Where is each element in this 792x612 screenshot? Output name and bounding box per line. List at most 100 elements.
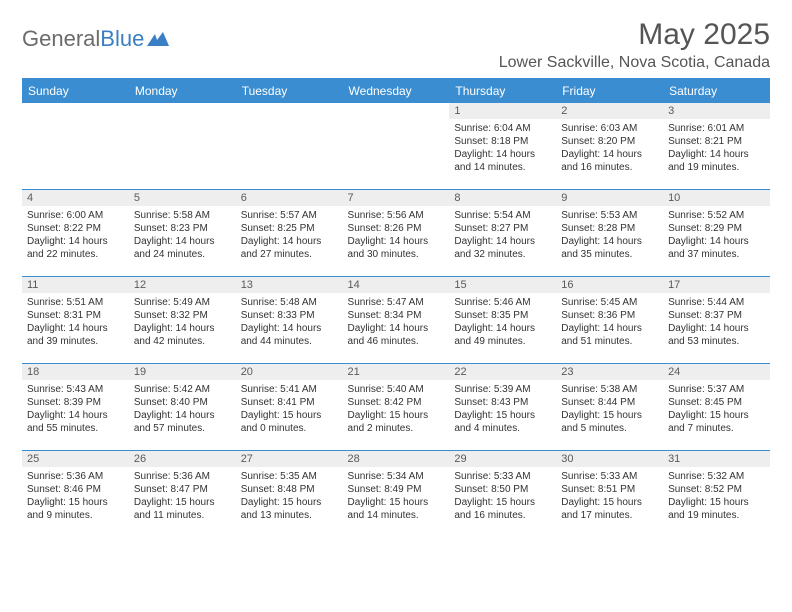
calendar-week-row: 18Sunrise: 5:43 AMSunset: 8:39 PMDayligh… [22, 364, 770, 451]
sunset-text: Sunset: 8:50 PM [454, 483, 551, 496]
sunrise-text: Sunrise: 5:33 AM [454, 470, 551, 483]
daylight-text: Daylight: 14 hours and 27 minutes. [241, 235, 338, 261]
day-details: Sunrise: 5:39 AMSunset: 8:43 PMDaylight:… [449, 380, 556, 437]
sunrise-text: Sunrise: 5:45 AM [561, 296, 658, 309]
sunrise-text: Sunrise: 5:36 AM [27, 470, 124, 483]
daylight-text: Daylight: 15 hours and 17 minutes. [561, 496, 658, 522]
daylight-text: Daylight: 14 hours and 42 minutes. [134, 322, 231, 348]
day-number: 30 [556, 451, 663, 467]
day-number: 8 [449, 190, 556, 206]
daylight-text: Daylight: 15 hours and 9 minutes. [27, 496, 124, 522]
daylight-text: Daylight: 15 hours and 7 minutes. [668, 409, 765, 435]
calendar-day-cell [343, 103, 450, 190]
day-number: 22 [449, 364, 556, 380]
sunset-text: Sunset: 8:28 PM [561, 222, 658, 235]
calendar-day-cell: 2Sunrise: 6:03 AMSunset: 8:20 PMDaylight… [556, 103, 663, 190]
day-details: Sunrise: 5:58 AMSunset: 8:23 PMDaylight:… [129, 206, 236, 263]
daylight-text: Daylight: 15 hours and 2 minutes. [348, 409, 445, 435]
calendar-day-cell: 14Sunrise: 5:47 AMSunset: 8:34 PMDayligh… [343, 277, 450, 364]
day-details: Sunrise: 5:33 AMSunset: 8:50 PMDaylight:… [449, 467, 556, 524]
sunrise-text: Sunrise: 5:32 AM [668, 470, 765, 483]
day-details: Sunrise: 5:44 AMSunset: 8:37 PMDaylight:… [663, 293, 770, 350]
calendar-day-cell: 17Sunrise: 5:44 AMSunset: 8:37 PMDayligh… [663, 277, 770, 364]
weekday-header: Sunday [22, 79, 129, 103]
sunset-text: Sunset: 8:27 PM [454, 222, 551, 235]
day-details: Sunrise: 5:57 AMSunset: 8:25 PMDaylight:… [236, 206, 343, 263]
sunset-text: Sunset: 8:44 PM [561, 396, 658, 409]
sunrise-text: Sunrise: 5:56 AM [348, 209, 445, 222]
weekday-header: Tuesday [236, 79, 343, 103]
day-number: 14 [343, 277, 450, 293]
sunset-text: Sunset: 8:41 PM [241, 396, 338, 409]
daylight-text: Daylight: 15 hours and 19 minutes. [668, 496, 765, 522]
weekday-header: Monday [129, 79, 236, 103]
day-details: Sunrise: 5:48 AMSunset: 8:33 PMDaylight:… [236, 293, 343, 350]
day-details: Sunrise: 6:01 AMSunset: 8:21 PMDaylight:… [663, 119, 770, 176]
calendar-day-cell: 19Sunrise: 5:42 AMSunset: 8:40 PMDayligh… [129, 364, 236, 451]
sunset-text: Sunset: 8:49 PM [348, 483, 445, 496]
daylight-text: Daylight: 14 hours and 16 minutes. [561, 148, 658, 174]
calendar-day-cell: 31Sunrise: 5:32 AMSunset: 8:52 PMDayligh… [663, 451, 770, 538]
sunrise-text: Sunrise: 5:49 AM [134, 296, 231, 309]
calendar-page: GeneralBlue May 2025 Lower Sackville, No… [0, 0, 792, 556]
day-details: Sunrise: 5:33 AMSunset: 8:51 PMDaylight:… [556, 467, 663, 524]
daylight-text: Daylight: 14 hours and 39 minutes. [27, 322, 124, 348]
day-number: 18 [22, 364, 129, 380]
calendar-day-cell: 6Sunrise: 5:57 AMSunset: 8:25 PMDaylight… [236, 190, 343, 277]
daylight-text: Daylight: 14 hours and 57 minutes. [134, 409, 231, 435]
weekday-header: Saturday [663, 79, 770, 103]
sunrise-text: Sunrise: 5:51 AM [27, 296, 124, 309]
day-details: Sunrise: 5:41 AMSunset: 8:41 PMDaylight:… [236, 380, 343, 437]
day-details: Sunrise: 5:47 AMSunset: 8:34 PMDaylight:… [343, 293, 450, 350]
calendar-day-cell: 21Sunrise: 5:40 AMSunset: 8:42 PMDayligh… [343, 364, 450, 451]
sunset-text: Sunset: 8:52 PM [668, 483, 765, 496]
day-number: 7 [343, 190, 450, 206]
sunset-text: Sunset: 8:32 PM [134, 309, 231, 322]
daylight-text: Daylight: 15 hours and 4 minutes. [454, 409, 551, 435]
sunrise-text: Sunrise: 5:46 AM [454, 296, 551, 309]
day-number: 17 [663, 277, 770, 293]
daylight-text: Daylight: 14 hours and 24 minutes. [134, 235, 231, 261]
calendar-day-cell [129, 103, 236, 190]
day-details: Sunrise: 5:46 AMSunset: 8:35 PMDaylight:… [449, 293, 556, 350]
calendar-day-cell: 26Sunrise: 5:36 AMSunset: 8:47 PMDayligh… [129, 451, 236, 538]
calendar-day-cell: 30Sunrise: 5:33 AMSunset: 8:51 PMDayligh… [556, 451, 663, 538]
day-number: 21 [343, 364, 450, 380]
sunset-text: Sunset: 8:45 PM [668, 396, 765, 409]
calendar-day-cell: 1Sunrise: 6:04 AMSunset: 8:18 PMDaylight… [449, 103, 556, 190]
sunset-text: Sunset: 8:26 PM [348, 222, 445, 235]
logo-text-blue: Blue [100, 26, 144, 52]
day-number: 9 [556, 190, 663, 206]
sunset-text: Sunset: 8:36 PM [561, 309, 658, 322]
day-number: 10 [663, 190, 770, 206]
title-block: May 2025 Lower Sackville, Nova Scotia, C… [499, 18, 770, 72]
daylight-text: Daylight: 14 hours and 51 minutes. [561, 322, 658, 348]
calendar-week-row: 4Sunrise: 6:00 AMSunset: 8:22 PMDaylight… [22, 190, 770, 277]
logo: GeneralBlue [22, 26, 169, 52]
calendar-day-cell: 10Sunrise: 5:52 AMSunset: 8:29 PMDayligh… [663, 190, 770, 277]
sunrise-text: Sunrise: 5:34 AM [348, 470, 445, 483]
sunrise-text: Sunrise: 5:52 AM [668, 209, 765, 222]
day-details: Sunrise: 5:40 AMSunset: 8:42 PMDaylight:… [343, 380, 450, 437]
day-details: Sunrise: 5:36 AMSunset: 8:46 PMDaylight:… [22, 467, 129, 524]
day-number: 4 [22, 190, 129, 206]
sunset-text: Sunset: 8:43 PM [454, 396, 551, 409]
daylight-text: Daylight: 14 hours and 22 minutes. [27, 235, 124, 261]
day-number: 26 [129, 451, 236, 467]
sunset-text: Sunset: 8:21 PM [668, 135, 765, 148]
sunset-text: Sunset: 8:37 PM [668, 309, 765, 322]
sunrise-text: Sunrise: 5:39 AM [454, 383, 551, 396]
day-details: Sunrise: 5:35 AMSunset: 8:48 PMDaylight:… [236, 467, 343, 524]
sunrise-text: Sunrise: 5:37 AM [668, 383, 765, 396]
calendar-day-cell: 12Sunrise: 5:49 AMSunset: 8:32 PMDayligh… [129, 277, 236, 364]
sunrise-text: Sunrise: 5:58 AM [134, 209, 231, 222]
daylight-text: Daylight: 14 hours and 37 minutes. [668, 235, 765, 261]
calendar-day-cell: 7Sunrise: 5:56 AMSunset: 8:26 PMDaylight… [343, 190, 450, 277]
day-details: Sunrise: 6:04 AMSunset: 8:18 PMDaylight:… [449, 119, 556, 176]
calendar-day-cell: 13Sunrise: 5:48 AMSunset: 8:33 PMDayligh… [236, 277, 343, 364]
sunset-text: Sunset: 8:40 PM [134, 396, 231, 409]
sunrise-text: Sunrise: 6:03 AM [561, 122, 658, 135]
sunrise-text: Sunrise: 6:00 AM [27, 209, 124, 222]
day-details: Sunrise: 6:03 AMSunset: 8:20 PMDaylight:… [556, 119, 663, 176]
sunrise-text: Sunrise: 5:36 AM [134, 470, 231, 483]
